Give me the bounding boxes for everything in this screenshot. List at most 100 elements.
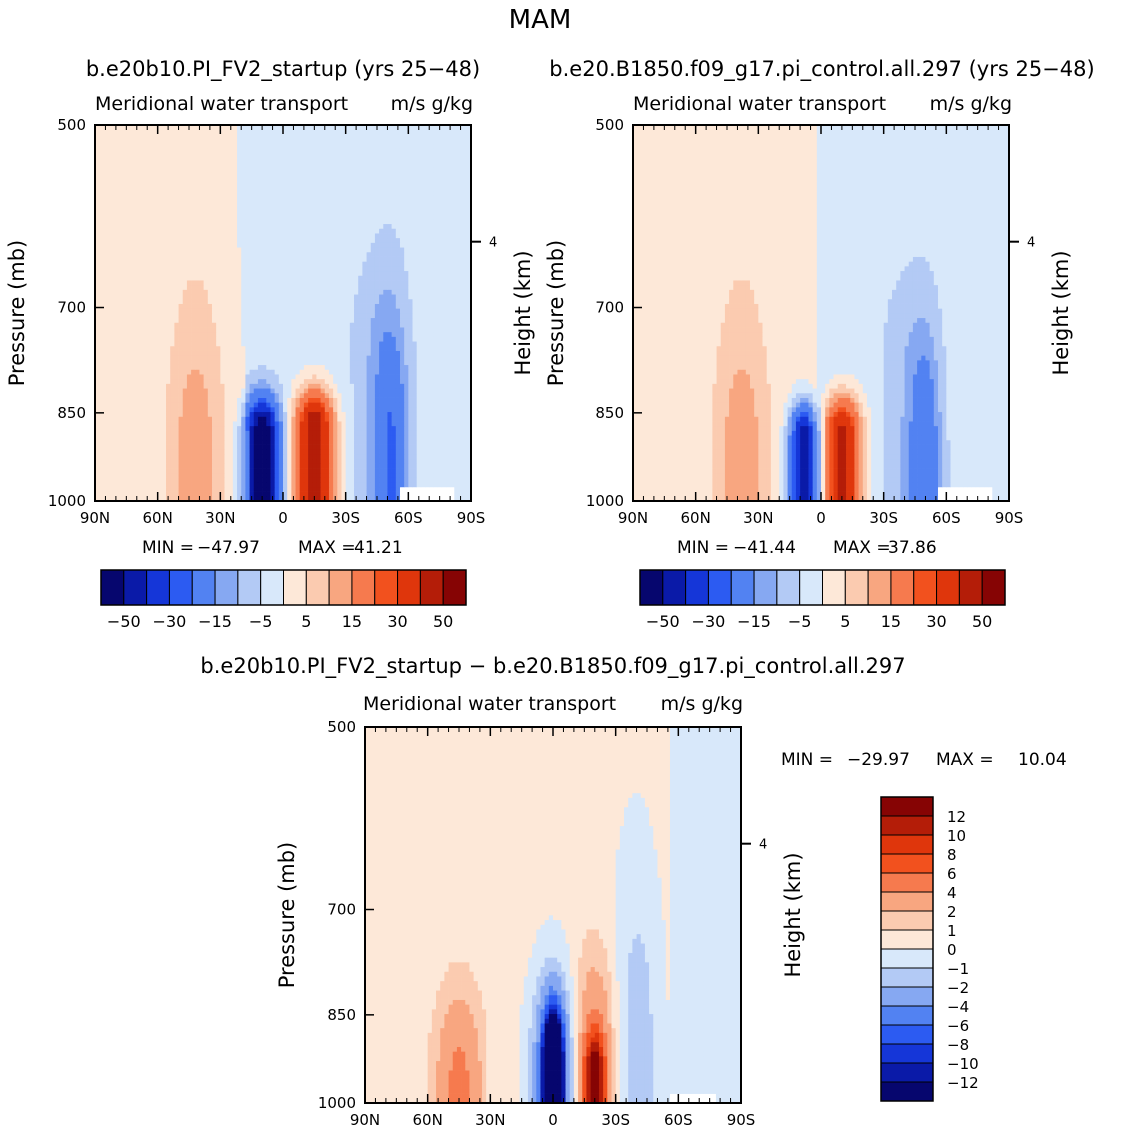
contour-cell (383, 378, 388, 384)
contour-cell (136, 303, 142, 309)
contour-cell (324, 247, 330, 253)
contour-cell (437, 303, 443, 309)
contour-cell (145, 477, 150, 483)
contour-cell (157, 486, 163, 492)
contour-cell (349, 360, 355, 366)
contour-cell (124, 327, 129, 333)
contour-cell (466, 247, 472, 253)
contour-cell (278, 472, 284, 478)
contour-cell (228, 402, 234, 408)
contour-cell (341, 360, 347, 366)
contour-cell (362, 425, 367, 431)
contour-cell (433, 374, 438, 380)
contour-cell (374, 468, 380, 474)
contour-cell (420, 322, 426, 328)
contour-cell (391, 331, 397, 337)
contour-cell (416, 350, 422, 356)
contour-cell (404, 364, 409, 370)
contour-cell (211, 247, 217, 253)
contour-cell (291, 336, 296, 342)
contour-cell (366, 383, 372, 389)
contour-cell (266, 331, 271, 337)
contour-cell (140, 266, 146, 272)
contour-cell (404, 421, 409, 427)
contour-cell (383, 439, 388, 445)
contour-cell (295, 454, 301, 460)
figure-title: MAM (509, 5, 572, 35)
contour-cell (358, 275, 363, 281)
contour-cell (458, 411, 463, 417)
contour-cell (429, 374, 434, 380)
contour-cell (253, 298, 259, 304)
contour-cell (237, 266, 242, 272)
contour-cell (458, 275, 463, 281)
contour-cell (283, 397, 288, 403)
contour-cell (370, 280, 376, 286)
contour-cell (416, 322, 422, 328)
contour-cell (370, 294, 376, 300)
contour-cell (149, 237, 154, 243)
contour-cell (349, 308, 355, 314)
contour-cell (153, 397, 159, 403)
contour-cell (182, 411, 188, 417)
contour-cell (224, 402, 230, 408)
contour-cell (391, 435, 397, 441)
contour-cell (374, 374, 380, 380)
contour-cell (399, 378, 405, 384)
contour-cell (291, 266, 296, 272)
contour-cell (166, 298, 171, 304)
contour-cell (320, 256, 326, 262)
contour-cell (216, 421, 221, 427)
contour-cell (333, 435, 338, 441)
contour-cell (291, 298, 296, 304)
contour-cell (303, 430, 309, 436)
contour-cell (445, 289, 451, 295)
contour-cell (186, 463, 192, 469)
contour-cell (324, 411, 330, 417)
contour-cell (274, 458, 280, 464)
contour-cell (199, 425, 204, 431)
contour-cell (303, 289, 309, 295)
contour-cell (191, 303, 196, 309)
contour-cell (291, 247, 296, 253)
contour-cell (429, 284, 434, 290)
contour-cell (295, 336, 301, 342)
contour-cell (433, 383, 438, 389)
contour-cell (287, 308, 292, 314)
contour-cell (249, 458, 255, 464)
contour-cell (362, 439, 367, 445)
contour-cell (191, 411, 196, 417)
contour-cell (433, 472, 438, 478)
contour-cell (412, 327, 418, 333)
contour-cell (228, 392, 234, 398)
contour-cell (124, 341, 129, 347)
contour-cell (149, 303, 154, 309)
contour-cell (341, 313, 347, 319)
contour-cell (199, 439, 204, 445)
contour-cell (199, 472, 204, 478)
contour-cell (283, 247, 288, 253)
contour-cell (191, 266, 196, 272)
contour-cell (220, 454, 225, 460)
contour-cell (445, 327, 451, 333)
contour-cell (458, 303, 463, 309)
contour-cell (450, 383, 455, 389)
contour-cell (316, 458, 321, 464)
contour-cell (416, 355, 422, 361)
contour-cell (245, 247, 250, 253)
contour-cell (370, 468, 376, 474)
contour-cell (153, 374, 159, 380)
contour-cell (211, 435, 217, 441)
contour-cell (358, 345, 363, 351)
contour-cell (270, 303, 275, 309)
contour-cell (391, 486, 397, 492)
contour-cell (237, 289, 242, 295)
contour-cell (216, 251, 221, 257)
contour-cell (412, 388, 418, 394)
contour-cell (370, 416, 376, 422)
contour-cell (316, 284, 321, 290)
contour-cell (115, 472, 121, 478)
contour-cell (466, 256, 472, 262)
contour-cell (191, 402, 196, 408)
contour-cell (324, 388, 330, 394)
